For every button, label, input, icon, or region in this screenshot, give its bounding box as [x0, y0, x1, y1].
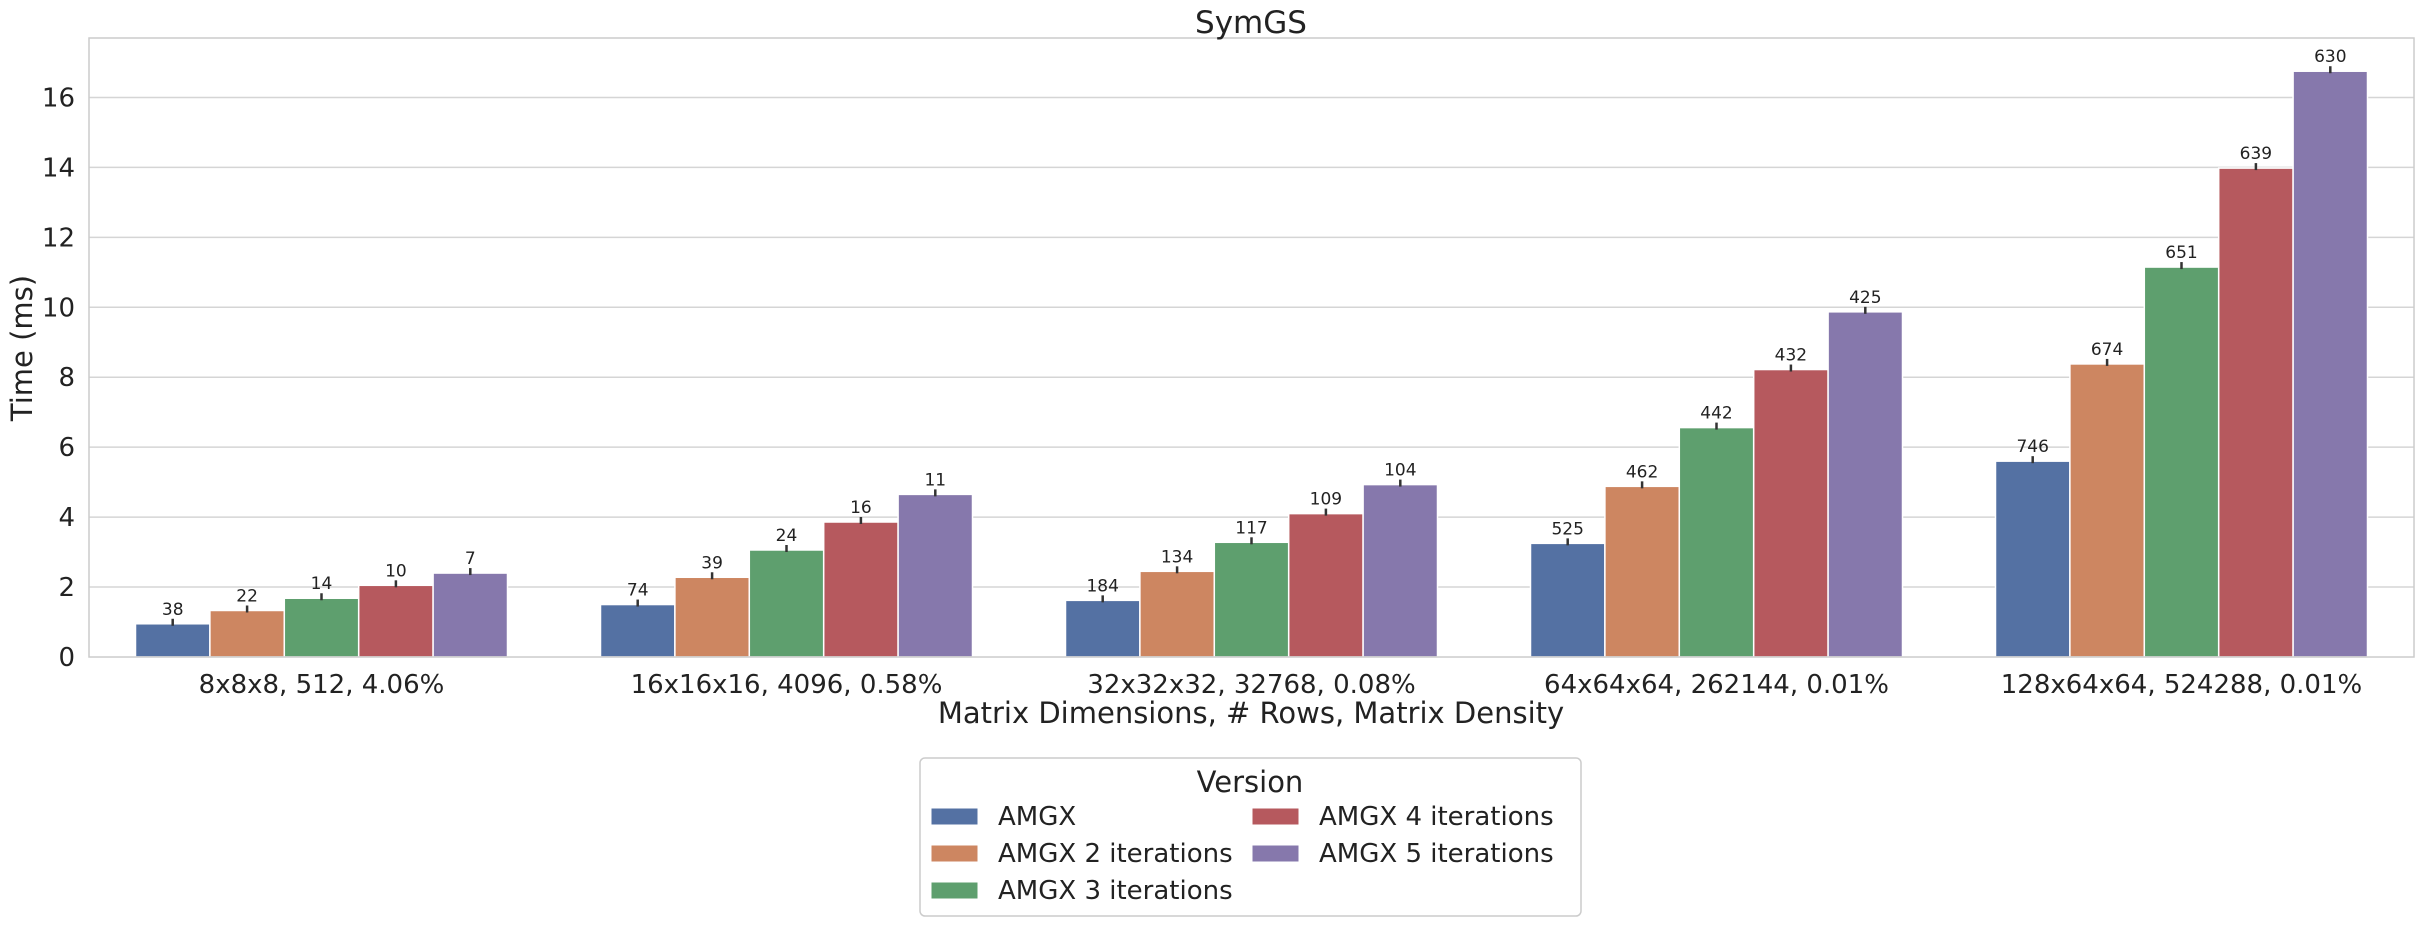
bar: [1362, 483, 1439, 658]
legend-swatch: [930, 881, 979, 900]
data-label: 425: [1849, 288, 1881, 308]
data-label: 109: [1310, 490, 1342, 510]
data-label: 442: [1700, 404, 1732, 424]
bar: [1064, 599, 1141, 658]
bar: [1678, 426, 1755, 658]
data-label: 11: [924, 470, 946, 490]
data-label: 630: [2314, 47, 2346, 67]
plot-frame: [88, 37, 2415, 658]
bar: [2143, 266, 2220, 658]
bar: [897, 493, 974, 658]
bar: [1752, 368, 1829, 658]
y-tick-label: 2: [58, 573, 75, 603]
y-tick-labels: 0 2 4 6 8 10 12 14 16: [42, 83, 75, 673]
data-label: 674: [2091, 340, 2123, 360]
bar: [432, 572, 509, 658]
bar: [357, 584, 434, 658]
data-label: 24: [776, 526, 798, 546]
data-label: 7: [465, 549, 476, 569]
legend-title: Version: [1197, 765, 1304, 799]
bar: [283, 597, 360, 658]
data-label: 651: [2165, 243, 2197, 263]
bar: [1287, 512, 1364, 658]
data-label: 746: [2016, 437, 2048, 457]
error-bars: [171, 66, 2332, 626]
y-tick-label: 10: [42, 293, 75, 323]
data-label: 74: [627, 581, 649, 601]
data-label: 525: [1551, 519, 1583, 539]
data-labels: 38 22 14 10 7 74 39 24 16 11 184 134 117 109 104 525 462…: [162, 47, 2347, 620]
data-label: 462: [1626, 462, 1658, 482]
data-label: 22: [236, 586, 258, 606]
y-tick-label: 16: [42, 83, 75, 113]
chart-title: SymGS: [1195, 5, 1307, 41]
bar: [2217, 167, 2294, 658]
data-label: 16: [850, 498, 872, 518]
x-tick-label: 8x8x8, 512, 4.06%: [199, 670, 445, 700]
bar: [209, 609, 286, 658]
bar: [2069, 363, 2146, 658]
y-tick-label: 0: [58, 643, 75, 673]
legend-swatch: [1251, 807, 1300, 826]
legend-swatch: [930, 844, 979, 863]
bar: [1139, 570, 1216, 658]
bar: [1213, 541, 1290, 658]
x-tick-labels: 8x8x8, 512, 4.06% 16x16x16, 4096, 0.58% 32…: [199, 670, 2363, 700]
legend-label: AMGX: [998, 802, 1076, 832]
data-label: 104: [1384, 461, 1416, 481]
bar: [599, 603, 676, 658]
legend-label: AMGX 3 iterations: [998, 876, 1233, 906]
x-axis-title: Matrix Dimensions, # Rows, Matrix Densit…: [938, 696, 1564, 730]
data-label: 639: [2240, 144, 2272, 164]
y-tick-label: 14: [42, 153, 75, 183]
legend-label: AMGX 2 iterations: [998, 839, 1233, 869]
bar: [1604, 485, 1681, 658]
bar: [1994, 460, 2071, 658]
bar: [674, 576, 751, 658]
bar: [748, 549, 825, 658]
x-tick-label: 128x64x64, 524288, 0.01%: [2001, 670, 2362, 700]
bar: [822, 521, 899, 658]
y-tick-label: 12: [42, 223, 75, 253]
bar: [1827, 311, 1904, 658]
bar: [134, 623, 211, 658]
legend-label: AMGX 4 iterations: [1319, 802, 1554, 832]
data-label: 134: [1161, 547, 1193, 567]
y-tick-label: 8: [58, 363, 75, 393]
y-tick-label: 4: [58, 503, 75, 533]
legend-label: AMGX 5 iterations: [1319, 839, 1554, 869]
legend-frame: [919, 757, 1582, 917]
data-label: 38: [162, 600, 184, 620]
legend: Version AMGX AMGX 2 iterations AMGX 3 iter…: [919, 757, 1582, 917]
legend-items: AMGX AMGX 2 iterations AMGX 3 iterations AM…: [930, 802, 1554, 906]
legend-swatch: [1251, 844, 1300, 863]
data-label: 39: [701, 553, 723, 573]
bar: [2292, 70, 2369, 658]
bar: [1529, 542, 1606, 658]
data-label: 14: [311, 574, 333, 594]
x-tick-label: 32x32x32, 32768, 0.08%: [1087, 670, 1415, 700]
legend-swatch: [930, 807, 979, 826]
x-tick-label: 16x16x16, 4096, 0.58%: [631, 670, 943, 700]
data-label: 184: [1086, 576, 1118, 596]
data-label: 432: [1775, 346, 1807, 366]
data-label: 10: [385, 561, 407, 581]
y-tick-label: 6: [58, 433, 75, 463]
y-axis-title: Time (ms): [5, 275, 39, 422]
data-label: 117: [1235, 518, 1267, 538]
x-tick-label: 64x64x64, 262144, 0.01%: [1544, 670, 1889, 700]
